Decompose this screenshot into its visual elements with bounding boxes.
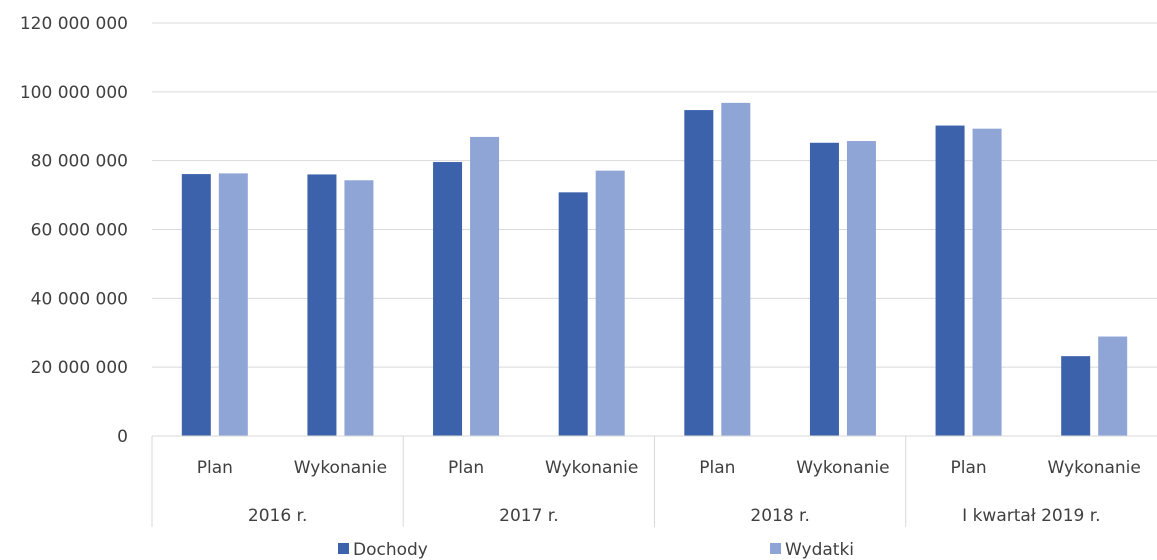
legend: Dochody Wydatki <box>338 540 854 560</box>
y-tick-label: 40 000 000 <box>31 289 128 309</box>
bar-dochody <box>935 125 965 436</box>
y-tick-label: 60 000 000 <box>31 221 128 241</box>
y-tick-label: 20 000 000 <box>31 358 128 378</box>
x-category-label: Wykonanie <box>1048 458 1141 478</box>
x-category-label: Plan <box>950 458 986 478</box>
bar-wydatki <box>846 141 876 436</box>
x-category-label: Plan <box>197 458 233 478</box>
legend-swatch <box>338 543 349 554</box>
bar-dochody <box>181 174 211 436</box>
x-group-label: I kwartał 2019 r. <box>962 506 1100 526</box>
bar-wydatki <box>470 136 500 436</box>
x-group-label: 2016 r. <box>248 506 308 526</box>
x-category-label: Wykonanie <box>545 458 638 478</box>
bar-dochody <box>558 192 588 436</box>
x-group-label: 2018 r. <box>750 506 810 526</box>
x-category-label: Wykonanie <box>796 458 889 478</box>
x-group-label: 2017 r. <box>499 506 559 526</box>
bar-dochody <box>684 110 714 437</box>
x-category-label: Plan <box>448 458 484 478</box>
y-tick-label: 100 000 000 <box>20 83 128 103</box>
y-tick-label: 120 000 000 <box>20 14 128 34</box>
x-category-label: Wykonanie <box>294 458 387 478</box>
bars <box>181 102 1128 437</box>
bar-dochody <box>809 142 839 436</box>
legend-label: Wydatki <box>785 540 854 560</box>
bar-dochody <box>307 174 337 436</box>
legend-swatch <box>770 543 781 554</box>
y-axis: 0 20 000 000 40 000 000 60 000 000 80 000 00… <box>20 14 128 447</box>
x-category-label: Plan <box>699 458 735 478</box>
bar-dochody <box>433 162 463 436</box>
bar-wydatki <box>344 180 374 436</box>
bar-wydatki <box>595 170 625 436</box>
bar-wydatki <box>721 102 751 436</box>
y-tick-label: 0 <box>117 427 128 447</box>
bar-wydatki <box>218 173 248 437</box>
x-axis: Plan Wykonanie Plan Wykonanie Plan Wykonanie P… <box>151 435 1157 527</box>
bar-wydatki <box>972 128 1002 436</box>
grid-lines <box>152 22 1157 368</box>
bar-dochody <box>1061 356 1091 436</box>
bar-wydatki <box>1098 336 1128 436</box>
y-tick-label: 80 000 000 <box>31 152 128 172</box>
legend-label: Dochody <box>353 540 428 560</box>
